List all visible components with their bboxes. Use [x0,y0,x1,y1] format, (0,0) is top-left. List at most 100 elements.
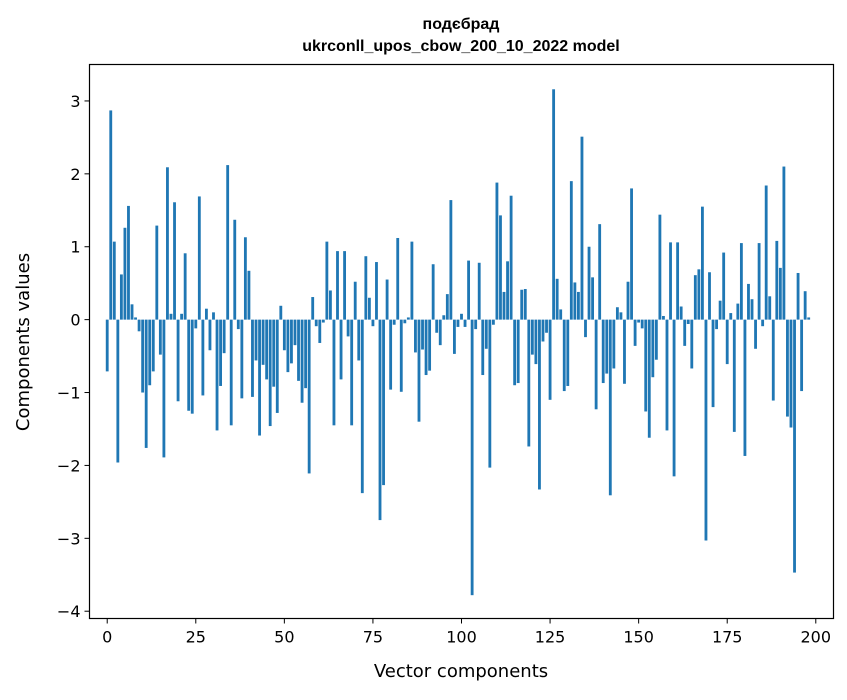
bar-89 [421,319,424,350]
bar-63 [328,290,332,320]
bar-145 [619,312,623,320]
bar-11 [144,319,148,448]
x-tick-label: 75 [363,628,383,647]
bar-31 [215,319,219,431]
bar-39 [243,237,247,320]
bar-29 [208,319,212,351]
bar-121 [534,319,538,365]
bar-22 [183,253,187,320]
bar-166 [693,275,697,320]
bar-86 [410,241,414,320]
bar-17 [166,167,169,320]
bar-171 [711,319,715,408]
bar-66 [339,319,343,380]
bar-59 [314,319,318,327]
bar-197 [803,291,807,320]
bar-53 [293,319,297,346]
bar-168 [700,206,704,320]
bar-27 [201,319,205,396]
bar-109 [491,319,495,325]
bar-147 [626,281,630,320]
bar-48 [275,319,279,413]
bar-184 [757,243,761,320]
bar-90 [424,319,428,376]
bar-110 [495,182,499,320]
bar-136 [587,246,591,320]
bar-191 [782,166,786,320]
plot-frame [88,63,835,620]
bar-80 [389,319,393,390]
bar-18 [169,313,173,320]
bar-76 [375,262,378,320]
bar-196 [800,319,804,392]
bar-67 [343,251,347,320]
bar-175 [725,319,729,365]
bar-181 [747,283,750,320]
bar-195 [796,272,800,320]
bar-154 [651,319,655,378]
bar-173 [718,300,722,320]
bar-142 [608,319,612,496]
bar-170 [708,272,711,320]
y-tick-label: 0 [70,311,80,330]
bar-160 [672,319,676,477]
bar-143 [612,319,616,369]
bar-187 [768,296,772,320]
x-tick-label: 0 [102,628,112,647]
bar-41 [251,319,254,397]
bar-61 [321,319,325,323]
bar-37 [236,319,240,330]
bar-104 [474,319,478,330]
bar-189 [775,240,779,320]
y-tick-label: 3 [70,92,80,111]
bar-117 [520,289,524,320]
bar-46 [268,319,272,427]
bar-153 [647,319,651,438]
bar-141 [605,319,609,374]
bar-20 [176,319,180,402]
bar-194 [793,319,796,573]
bar-164 [686,319,690,325]
bar-100 [460,313,463,320]
bar-52 [290,319,293,364]
bar-99 [456,319,460,327]
bar-5 [123,227,127,320]
bar-172 [715,319,719,330]
bar-57 [307,319,311,474]
bar-43 [258,319,261,436]
bar-131 [569,181,573,320]
bar-114 [509,195,513,320]
bar-103 [470,319,474,596]
bar-188 [771,319,775,401]
x-tick-label: 125 [535,628,566,647]
bar-28 [204,308,208,320]
bar-138 [594,319,598,410]
bar-178 [736,303,740,320]
bar-146 [623,319,626,384]
bar-150 [637,319,641,323]
bar-35 [229,319,233,426]
bar-91 [428,319,432,371]
bar-137 [591,277,595,320]
bar-42 [254,319,258,361]
bar-84 [403,319,407,324]
bar-62 [325,241,329,320]
bar-97 [449,200,453,320]
bar-139 [598,224,602,320]
bar-19 [173,202,176,320]
bar-85 [406,317,410,320]
bar-71 [357,319,361,361]
bar-186 [764,185,768,320]
bar-50 [282,319,286,351]
x-tick-label: 25 [186,628,206,647]
chart-title-line2: ukrconll_upos_cbow_200_10_2022 model [302,38,619,55]
bar-30 [212,312,215,320]
bar-127 [555,278,559,320]
bar-120 [530,319,534,355]
bar-49 [279,305,283,320]
bar-93 [435,319,439,333]
bar-115 [513,319,517,386]
bar-167 [697,269,701,320]
